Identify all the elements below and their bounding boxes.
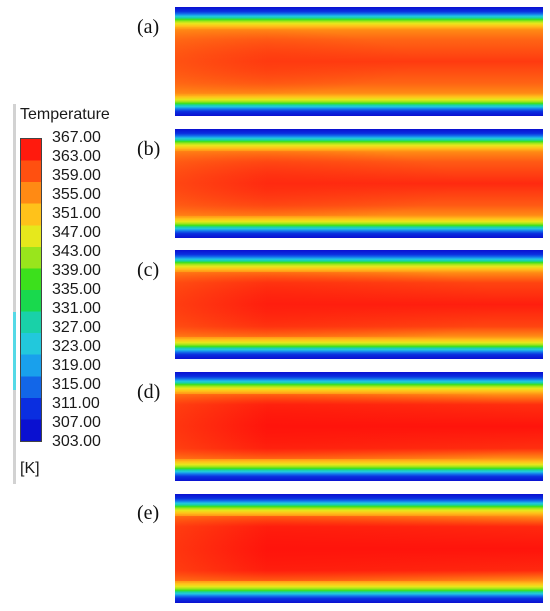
colorbar-tick-label: 347.00	[52, 224, 101, 241]
colorbar-tick-labels: 367.00 363.00 359.00 355.00 351.00 347.00 343.…	[52, 128, 132, 452]
contour-panel-c	[175, 250, 543, 359]
panel-label-c: (c)	[137, 259, 160, 281]
legend-divider	[13, 104, 16, 484]
colorbar-tick-label: 355.00	[52, 186, 101, 203]
colorbar-tick-label: 367.00	[52, 129, 101, 146]
colorbar-tick-label: 335.00	[52, 281, 101, 298]
panel-label-e: (e)	[137, 502, 160, 524]
colorbar-tick-label: 311.00	[52, 395, 100, 412]
colorbar-tick-label: 307.00	[52, 414, 101, 431]
panel-label-a: (a)	[137, 16, 160, 38]
panel-label-b: (b)	[137, 138, 161, 160]
colorbar-tick-label: 351.00	[52, 205, 101, 222]
colorbar-tick-label: 319.00	[52, 357, 101, 374]
legend-title: Temperature	[20, 106, 110, 123]
contour-panel-b	[175, 129, 543, 238]
legend-unit: [K]	[20, 460, 40, 477]
contour-panel-e	[175, 494, 543, 603]
contour-panel-a	[175, 7, 543, 116]
colorbar-tick-label: 363.00	[52, 148, 101, 165]
panel-label-d: (d)	[137, 381, 161, 403]
colorbar-tick-label: 331.00	[52, 300, 101, 317]
legend-divider-highlight	[13, 312, 16, 390]
temperature-colorbar	[20, 138, 42, 442]
colorbar-tick-label: 323.00	[52, 338, 101, 355]
colorbar-tick-label: 303.00	[52, 433, 101, 450]
colorbar-tick-label: 359.00	[52, 167, 101, 184]
contour-panel-d	[175, 372, 543, 481]
colorbar-tick-label: 343.00	[52, 243, 101, 260]
colorbar-tick-label: 315.00	[52, 376, 101, 393]
colorbar-tick-label: 339.00	[52, 262, 101, 279]
colorbar-tick-label: 327.00	[52, 319, 101, 336]
